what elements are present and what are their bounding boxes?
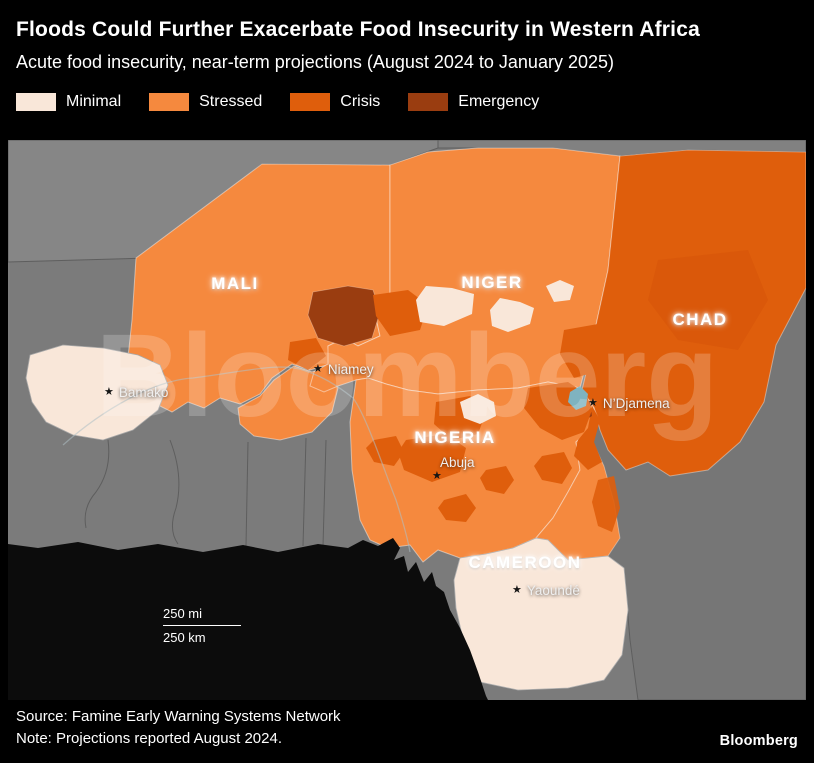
- city-marker-niamey: ★ Niamey: [313, 362, 374, 377]
- crisis-patch-mali-east: [373, 290, 428, 336]
- cameroon-crisis-patch-2: [592, 476, 620, 532]
- legend: Minimal Stressed Crisis Emergency: [16, 93, 567, 111]
- country-label-niger: NIGER: [461, 273, 523, 292]
- city-star-icon: ★: [512, 584, 522, 596]
- crisis-patch-nigeria-center: [398, 434, 466, 482]
- ghana-border: [245, 441, 249, 547]
- legend-swatch-minimal: [16, 93, 56, 111]
- niger-river: [62, 366, 411, 553]
- legend-label-stressed: Stressed: [199, 93, 263, 110]
- lake-chad: [568, 386, 588, 410]
- page-subtitle: Acute food insecurity, near-term project…: [16, 52, 614, 72]
- city-marker-abuja: Abuja ★: [432, 455, 475, 482]
- chad-dark-patch: [648, 250, 768, 350]
- minimal-patch-niger-3: [546, 280, 574, 302]
- city-star-icon: ★: [588, 397, 598, 409]
- city-marker-bamako: ★ Bamako: [104, 385, 168, 400]
- legend-item-emergency: Emergency: [408, 93, 539, 111]
- country-label-chad: CHAD: [672, 310, 728, 329]
- legend-label-minimal: Minimal: [66, 93, 122, 110]
- guinea-border: [169, 439, 180, 545]
- minimal-patch-niger-2: [490, 298, 534, 332]
- crisis-patch-nigeria-e: [534, 452, 572, 484]
- crisis-patch-nigeria-s1: [438, 494, 476, 522]
- scale-line: [163, 625, 241, 626]
- note-line: Note: Projections reported August 2024.: [16, 730, 283, 747]
- source-line: Source: Famine Early Warning Systems Net…: [16, 708, 341, 725]
- senegal-minimal-shape: [25, 344, 169, 441]
- map-svg: [8, 140, 806, 700]
- legend-swatch-stressed: [149, 93, 190, 111]
- scale-km-label: 250 km: [163, 630, 206, 645]
- crisis-patch-mali-south: [288, 338, 326, 370]
- ivorycoast-border: [84, 439, 110, 529]
- city-marker-yaounde: ★ Yaoundé: [512, 583, 580, 598]
- ocean: [8, 538, 488, 700]
- legend-label-emergency: Emergency: [458, 93, 540, 110]
- choropleth-map: Bloomberg MALI NIGER CHAD NIGERIA CAMERO…: [8, 140, 806, 700]
- city-label: Bamako: [118, 385, 169, 400]
- city-star-icon: ★: [432, 470, 442, 482]
- city-label: Abuja: [440, 455, 475, 470]
- country-label-nigeria: NIGERIA: [414, 428, 496, 447]
- legend-item-stressed: Stressed: [149, 93, 262, 111]
- city-label: N’Djamena: [602, 396, 670, 411]
- scale-bar: 250 mi 250 km: [163, 606, 241, 645]
- bloomberg-logo: Bloomberg: [719, 733, 798, 749]
- city-label: Yaoundé: [526, 583, 580, 598]
- country-label-mali: MALI: [211, 274, 259, 293]
- legend-swatch-emergency: [408, 93, 449, 111]
- benin-border: [322, 439, 327, 547]
- city-star-icon: ★: [313, 363, 323, 375]
- minimal-patch-niger-1: [416, 286, 474, 326]
- mali-emergency-patch: [307, 285, 381, 347]
- legend-swatch-crisis: [290, 93, 331, 111]
- page-title: Floods Could Further Exacerbate Food Ins…: [16, 18, 700, 41]
- country-label-cameroon: CAMEROON: [468, 553, 582, 572]
- crisis-patch-niger-se: [560, 324, 606, 378]
- legend-label-crisis: Crisis: [340, 93, 381, 110]
- city-label: Niamey: [327, 362, 374, 377]
- legend-item-minimal: Minimal: [16, 93, 121, 111]
- legend-item-crisis: Crisis: [290, 93, 380, 111]
- city-marker-ndjamena: ★ N’Djamena: [588, 396, 670, 411]
- scale-miles-label: 250 mi: [163, 606, 203, 621]
- minimal-patch-nigeria-n: [460, 394, 496, 424]
- togo-border: [302, 437, 307, 547]
- cameroon-north-crisis-patch: [574, 406, 602, 470]
- crisis-patch-nigeria-w: [366, 436, 404, 466]
- city-star-icon: ★: [104, 386, 114, 398]
- crisis-patch-nigeria-s2: [480, 466, 514, 494]
